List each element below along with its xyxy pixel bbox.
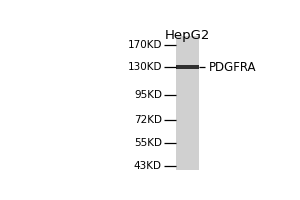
Text: 170KD: 170KD [128, 40, 162, 50]
Text: 72KD: 72KD [134, 115, 162, 125]
Text: 95KD: 95KD [134, 90, 162, 100]
Bar [176, 65, 199, 69]
Text: HepG2: HepG2 [165, 29, 210, 42]
Text: 55KD: 55KD [134, 138, 162, 148]
Bar [176, 36, 199, 170]
Text: 43KD: 43KD [134, 161, 162, 171]
Text: PDGFRA: PDGFRA [208, 61, 256, 74]
Text: 130KD: 130KD [128, 62, 162, 72]
